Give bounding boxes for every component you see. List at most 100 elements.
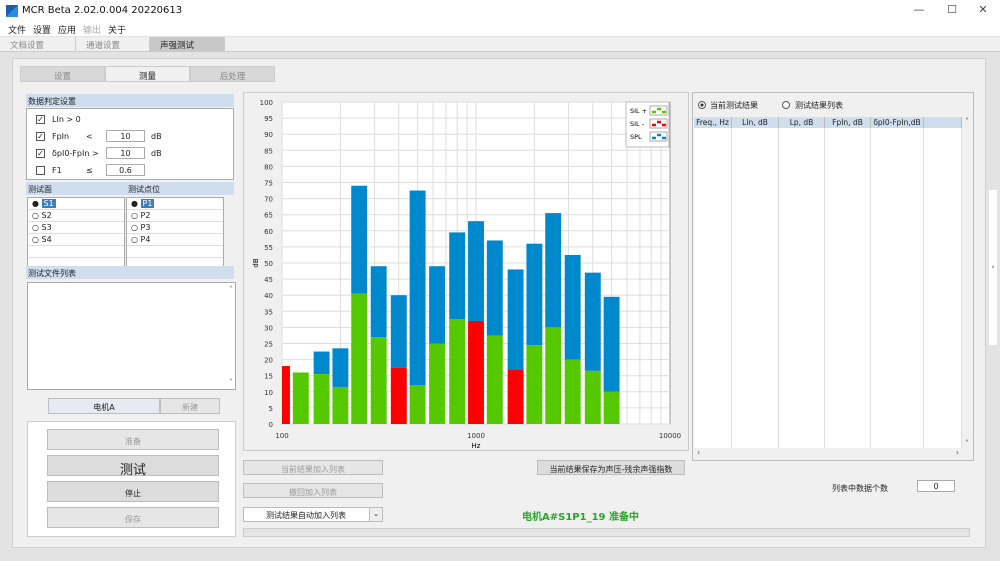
legend-label: SIL + — [630, 107, 647, 115]
prepare-button[interactable]: 准备 — [47, 429, 219, 450]
scroll-left-icon[interactable]: ‹ — [697, 448, 701, 457]
column-header[interactable]: Freq., Hz — [694, 117, 732, 128]
criteria-operator: < — [86, 132, 93, 141]
bar-spl — [351, 185, 368, 294]
bar-spl — [564, 254, 581, 360]
bar-sil — [292, 372, 309, 424]
radio-current[interactable] — [698, 101, 706, 109]
auto-add-select[interactable]: 测试结果自动加入列表 ⌄ — [243, 507, 383, 522]
surfaces-list[interactable]: ● S1 ○ S2 ○ S3 ○ S4 — [27, 197, 125, 267]
radio-list[interactable] — [782, 101, 790, 109]
y-axis-label: dB — [252, 258, 260, 267]
dot-icon: ○ — [131, 235, 138, 244]
y-tick-label: 85 — [264, 147, 273, 155]
list-item[interactable]: ○ P2 — [127, 210, 223, 222]
close-button[interactable]: ✕ — [978, 3, 988, 16]
criteria-box: ✓ LIn > 0 ✓ FpIn <10 dB ✓ δpI0-FpIn > 10 dB F1… — [26, 108, 234, 180]
main-tabs: 文档设置 通道设置 声强测试 — [0, 37, 1000, 52]
stop-button[interactable]: 停止 — [47, 481, 219, 502]
bar-sil — [526, 345, 543, 424]
scroll-right-icon[interactable]: › — [955, 448, 959, 457]
save-index-button[interactable]: 当前结果保存为声压-残余声强指数 — [537, 460, 685, 475]
subtab-setup[interactable]: 设置 — [20, 66, 105, 82]
test-button[interactable]: 测试 — [47, 455, 219, 478]
dot-icon: ○ — [32, 211, 39, 220]
menu-apply[interactable]: 应用 — [58, 26, 77, 36]
list-item[interactable]: ○ P3 — [127, 222, 223, 234]
criteria-checkbox[interactable]: ✓ — [36, 115, 45, 124]
filelist-header: 测试文件列表 — [26, 266, 234, 279]
menu-settings[interactable]: 设置 — [33, 26, 52, 36]
tab-intensity-test[interactable]: 声强测试 — [150, 37, 225, 52]
table-hscrollbar[interactable]: ‹ › — [694, 448, 962, 459]
bar-spl — [486, 240, 503, 336]
count-label: 列表中数据个数 — [832, 484, 888, 493]
device-new-button[interactable]: 新建 — [160, 398, 220, 414]
undo-add-button[interactable]: 撤回加入列表 — [243, 483, 383, 498]
column-header[interactable]: Lp, dB — [779, 117, 825, 128]
points-list[interactable]: ● P1 ○ P2 ○ P3 ○ P4 — [126, 197, 224, 267]
legend-swatch — [649, 105, 668, 116]
file-list[interactable]: ˄ ˅ — [27, 282, 236, 390]
y-tick-label: 15 — [264, 373, 273, 381]
menu-file[interactable]: 文件 — [8, 26, 27, 36]
tab-channel-settings[interactable]: 通道设置 — [76, 37, 150, 52]
add-to-list-button[interactable]: 当前结果加入列表 — [243, 460, 383, 475]
subtab-postprocess[interactable]: 后处理 — [190, 66, 275, 82]
bar-sil — [507, 369, 524, 424]
column-header[interactable] — [924, 117, 962, 128]
minimize-button[interactable]: — — [913, 3, 925, 16]
list-item-label: P4 — [140, 235, 151, 244]
bar-spl — [390, 295, 407, 368]
criteria-checkbox[interactable]: ✓ — [36, 132, 45, 141]
column-header[interactable]: δpI0-FpIn,dB — [871, 117, 924, 128]
criteria-operator: ≤ — [86, 166, 93, 175]
criteria-value-input[interactable]: 10 — [106, 130, 145, 142]
bar-sil — [370, 337, 387, 424]
criteria-label: δpI0-FpIn > — [52, 149, 99, 158]
list-item[interactable]: ○ S4 — [28, 234, 124, 246]
table-vscrollbar[interactable]: ˄ ˅ — [962, 117, 972, 448]
x-tick-label: 1000 — [467, 432, 485, 440]
scroll-down-icon[interactable]: ˅ — [229, 378, 233, 387]
maximize-button[interactable]: ☐ — [947, 3, 957, 16]
criteria-value-input[interactable]: 10 — [106, 147, 145, 159]
side-collapse-handle[interactable]: ‹ — [989, 190, 997, 345]
menu-about[interactable]: 关于 — [108, 26, 127, 36]
menu-output[interactable]: 输出 — [83, 26, 102, 36]
bar-sil — [564, 359, 581, 424]
y-tick-label: 65 — [264, 212, 273, 220]
list-item[interactable]: ● S1 — [28, 198, 124, 210]
device-tab-motor-a[interactable]: 电机A — [48, 398, 160, 414]
criteria-checkbox[interactable] — [36, 166, 45, 175]
list-item-label: S1 — [41, 199, 56, 208]
chevron-down-icon[interactable]: ⌄ — [369, 508, 382, 521]
list-item[interactable]: ○ S2 — [28, 210, 124, 222]
scroll-up-icon[interactable]: ˄ — [229, 285, 233, 294]
bar-sil — [313, 374, 330, 424]
bar-sil — [486, 335, 503, 424]
scroll-down-icon[interactable]: ˅ — [965, 439, 969, 448]
auto-add-value: 测试结果自动加入列表 — [266, 511, 346, 520]
list-item[interactable]: ○ P4 — [127, 234, 223, 246]
bar-spl — [584, 272, 601, 371]
criteria-checkbox[interactable]: ✓ — [36, 149, 45, 158]
results-table[interactable]: Freq., Hz LIn, dB Lp, dB FpIn, dB δpI0-FpIn,… — [694, 117, 962, 448]
list-item[interactable]: ○ S3 — [28, 222, 124, 234]
spectrum-chart: 0 5 10 15 20 25 30 35 40 45 50 55 60 65 70 75 80 85 90 95 10… — [252, 99, 681, 450]
legend-label: SPL — [630, 133, 642, 141]
subtab-measure[interactable]: 测量 — [105, 66, 190, 82]
list-item-label: S2 — [41, 211, 52, 220]
tab-doc-settings[interactable]: 文档设置 — [0, 37, 76, 52]
window-title: MCR Beta 2.02.0.004 20220613 — [22, 5, 183, 16]
bar-sil — [449, 319, 466, 424]
save-button[interactable]: 保存 — [47, 507, 219, 528]
column-header[interactable]: LIn, dB — [732, 117, 779, 128]
criteria-value-input[interactable]: 0.6 — [106, 164, 145, 176]
dot-icon: ○ — [32, 223, 39, 232]
column-header[interactable]: FpIn, dB — [825, 117, 871, 128]
bar-spl — [429, 266, 446, 344]
list-item-label: S3 — [41, 223, 52, 232]
points-header: 测试点位 — [126, 182, 234, 195]
list-item[interactable]: ● P1 — [127, 198, 223, 210]
